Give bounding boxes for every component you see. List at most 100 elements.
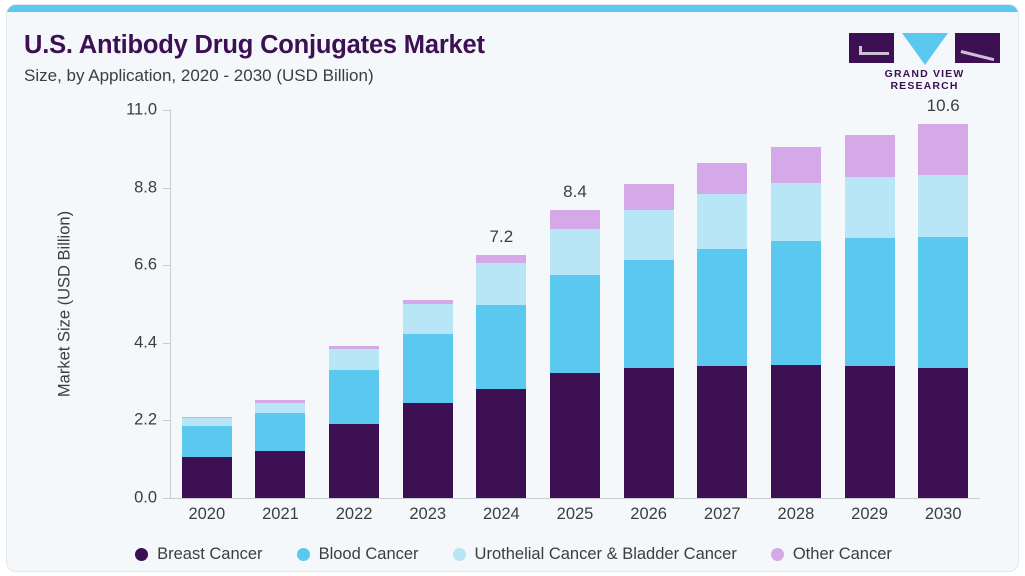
bar-segment[interactable] bbox=[329, 349, 380, 370]
bar-stack-2028[interactable] bbox=[770, 110, 821, 498]
y-axis-tick-mark bbox=[163, 498, 170, 499]
chart-header: U.S. Antibody Drug Conjugates Market Siz… bbox=[7, 12, 1018, 94]
bar-segment[interactable] bbox=[770, 364, 821, 498]
bar-segment[interactable] bbox=[255, 403, 306, 413]
bar-stack-2024[interactable]: 7.2 bbox=[476, 110, 527, 498]
y-axis-tick-label: 2.2 bbox=[134, 410, 157, 429]
y-axis-line bbox=[170, 109, 171, 498]
bar-stack-2023[interactable] bbox=[402, 110, 453, 498]
bar-stack-2021[interactable] bbox=[255, 110, 306, 498]
legend-color-dot-icon bbox=[452, 547, 466, 561]
bar-segment[interactable] bbox=[697, 194, 748, 249]
bar-value-label: 10.6 bbox=[926, 96, 960, 116]
bar-segment[interactable] bbox=[476, 254, 527, 263]
bar-stack-2027[interactable] bbox=[697, 110, 748, 498]
y-axis-tick-label: 8.8 bbox=[134, 178, 157, 197]
x-axis-line bbox=[170, 498, 980, 499]
bar-value-label: 8.4 bbox=[563, 182, 587, 202]
bar-segment[interactable] bbox=[844, 134, 895, 178]
logo-g-bar-icon bbox=[859, 52, 889, 55]
legend-label: Other Cancer bbox=[792, 544, 892, 563]
legend-item[interactable]: Breast Cancer bbox=[135, 545, 263, 564]
y-axis-tick-mark bbox=[163, 187, 170, 189]
x-axis-tick-label: 2029 bbox=[851, 505, 888, 523]
bar-segment[interactable] bbox=[402, 333, 453, 403]
x-axis-tick-label: 2028 bbox=[777, 505, 815, 523]
bar-stack-2025[interactable]: 8.4 bbox=[550, 110, 600, 498]
x-axis-tick-label: 2026 bbox=[630, 505, 667, 523]
bar-stack-2022[interactable] bbox=[329, 110, 380, 498]
bar-segment[interactable] bbox=[697, 248, 748, 366]
bar-segment[interactable] bbox=[918, 237, 969, 368]
bar-segment[interactable] bbox=[181, 457, 232, 498]
bar-segment[interactable] bbox=[918, 124, 969, 176]
bar-segment[interactable] bbox=[770, 147, 821, 184]
bar-segment[interactable] bbox=[623, 210, 674, 260]
bar-segment[interactable] bbox=[623, 259, 674, 368]
logo-letter-g-icon bbox=[849, 33, 894, 63]
x-axis-ticks: 2020 2021 2022 2023 2024 2025 2026 2027 2028 2029… bbox=[170, 5, 980, 571]
bar-segment[interactable] bbox=[844, 237, 895, 366]
y-axis-tick-mark bbox=[163, 420, 170, 422]
bar-segment[interactable] bbox=[770, 241, 821, 365]
bar-segment[interactable] bbox=[623, 184, 674, 211]
legend-label: Blood Cancer bbox=[318, 544, 419, 563]
bar-segment[interactable] bbox=[329, 346, 380, 350]
y-axis-tick-label: 6.6 bbox=[134, 255, 157, 274]
x-axis-tick-label: 2025 bbox=[556, 505, 594, 523]
x-axis-tick-label: 2024 bbox=[483, 505, 520, 523]
bar-segment[interactable] bbox=[255, 412, 306, 452]
logo-text: GRAND VIEW RESEARCH bbox=[884, 68, 965, 92]
bar-segment[interactable] bbox=[550, 372, 600, 498]
bar-segment[interactable] bbox=[476, 262, 527, 306]
y-axis-tick-label: 4.4 bbox=[134, 333, 157, 352]
x-axis-tick-label: 2021 bbox=[262, 505, 299, 523]
legend-item[interactable]: Blood Cancer bbox=[296, 544, 419, 564]
bar-segment[interactable] bbox=[550, 229, 600, 276]
legend-item[interactable]: Other Cancer bbox=[770, 544, 892, 564]
logo-g-stem-icon bbox=[859, 46, 862, 54]
page-subtitle: Size, by Application, 2020 - 2030 (USD B… bbox=[24, 66, 374, 85]
bar-segment[interactable] bbox=[402, 402, 453, 498]
bar-segment[interactable] bbox=[181, 426, 232, 458]
bar-segment[interactable] bbox=[697, 365, 748, 498]
bar-segment[interactable] bbox=[770, 183, 821, 242]
bar-segment[interactable] bbox=[181, 417, 232, 427]
bar-segment[interactable] bbox=[550, 210, 600, 230]
bar-segment[interactable] bbox=[844, 177, 895, 238]
y-axis-tick-label: 11.0 bbox=[126, 100, 157, 119]
bar-stack-2020[interactable] bbox=[181, 110, 232, 498]
bar-segment[interactable] bbox=[623, 367, 674, 498]
x-axis-tick-label: 2030 bbox=[924, 505, 962, 523]
bar-segment[interactable] bbox=[918, 367, 969, 498]
y-axis-tick-mark bbox=[163, 265, 170, 267]
x-axis-tick-label: 2020 bbox=[188, 505, 226, 523]
bar-segment[interactable] bbox=[329, 423, 380, 498]
bar-segment[interactable] bbox=[918, 175, 969, 237]
bar-segment[interactable] bbox=[255, 451, 306, 498]
bar-segment[interactable] bbox=[402, 303, 453, 334]
y-axis-tick-mark bbox=[163, 342, 170, 344]
bar-segment[interactable] bbox=[476, 305, 527, 389]
bar-segment[interactable] bbox=[476, 388, 527, 498]
bar-segment[interactable] bbox=[697, 163, 748, 195]
bar-stack-2026[interactable] bbox=[623, 110, 674, 498]
bar-stack-2030[interactable]: 10.6 bbox=[918, 96, 969, 498]
legend-color-dot-icon bbox=[296, 547, 310, 561]
legend-item[interactable]: Urothelial Cancer & Bladder Cancer bbox=[452, 545, 737, 564]
bar-segment[interactable] bbox=[181, 416, 232, 418]
bar-segment[interactable] bbox=[255, 399, 306, 404]
x-axis-tick-label: 2022 bbox=[335, 505, 373, 523]
x-axis-tick-label: 2027 bbox=[703, 505, 741, 523]
bar-stack-2029[interactable] bbox=[844, 110, 895, 498]
bar-segment[interactable] bbox=[402, 299, 453, 304]
y-axis-label: Market Size (USD Billion) bbox=[55, 210, 74, 398]
bar-segment[interactable] bbox=[550, 275, 600, 373]
bar-segment[interactable] bbox=[329, 369, 380, 424]
top-accent-bar bbox=[7, 5, 1018, 12]
page-title: U.S. Antibody Drug Conjugates Market bbox=[24, 31, 485, 59]
legend-color-dot-icon bbox=[135, 547, 149, 561]
bar-segment[interactable] bbox=[844, 365, 895, 498]
chart-card: U.S. Antibody Drug Conjugates Market Siz… bbox=[6, 4, 1019, 572]
chart-legend: Breast Cancer Blood Cancer Urothelial Canc… bbox=[7, 539, 1018, 569]
